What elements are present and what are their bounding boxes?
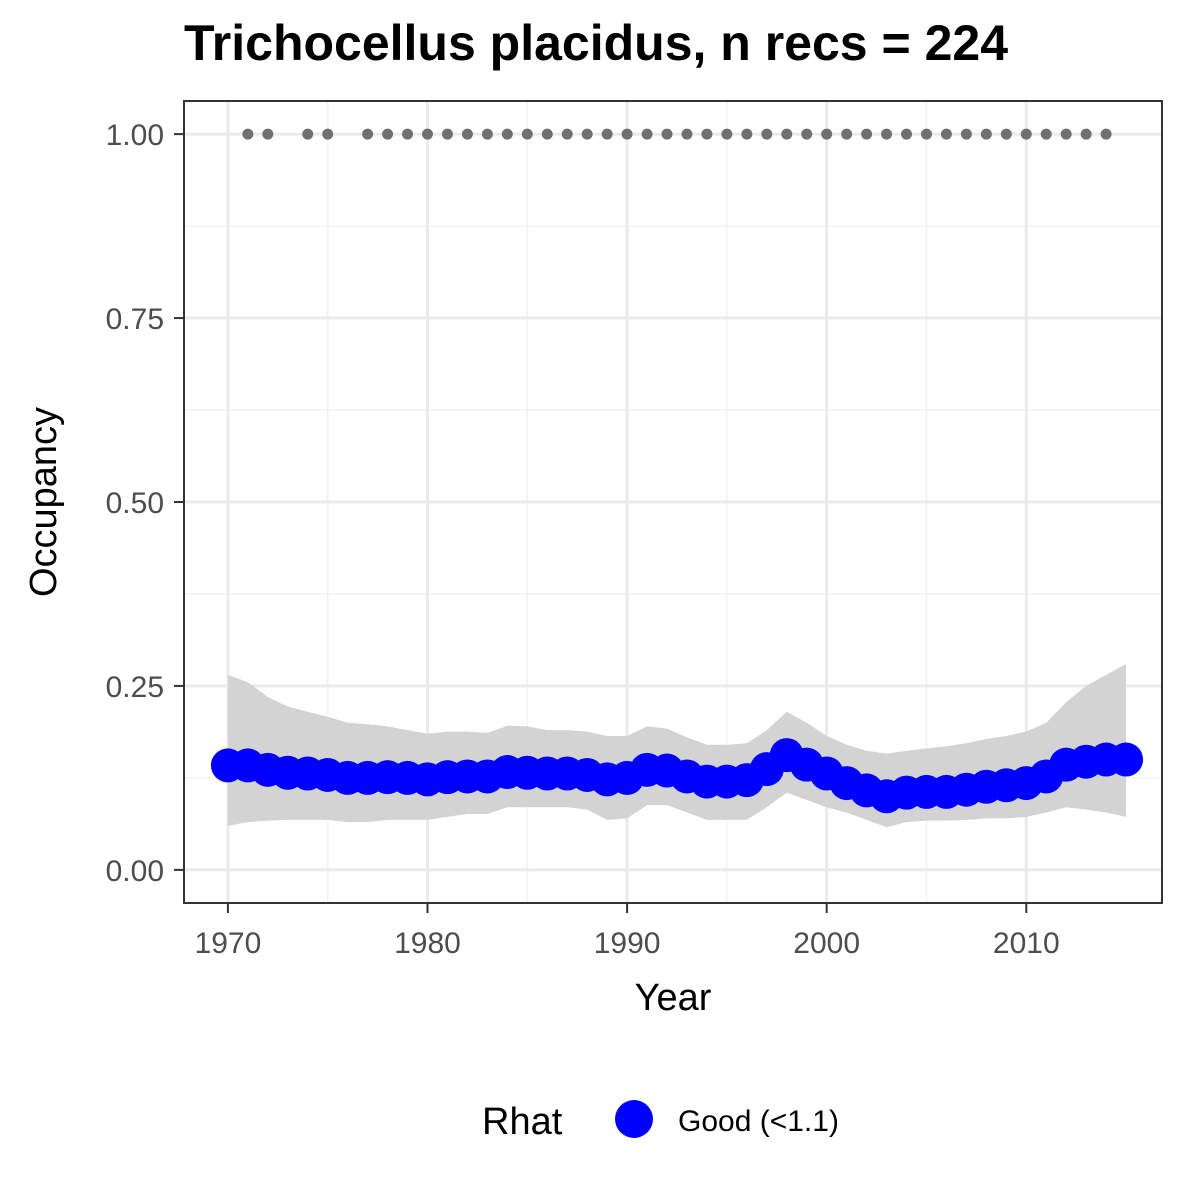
record-year-point xyxy=(721,128,733,140)
record-year-point xyxy=(262,128,274,140)
record-year-point xyxy=(841,128,853,140)
x-tick-label: 1990 xyxy=(594,927,661,960)
record-year-point xyxy=(521,128,533,140)
x-tick-label: 1980 xyxy=(394,927,461,960)
record-year-point xyxy=(382,128,394,140)
record-year-point xyxy=(980,128,992,140)
y-tick-label: 0.25 xyxy=(106,671,164,704)
occupancy-point xyxy=(1109,742,1144,777)
record-year-point xyxy=(741,128,753,140)
record-year-point xyxy=(422,128,434,140)
x-tick-label: 2010 xyxy=(993,927,1060,960)
record-year-point xyxy=(561,128,573,140)
record-year-point xyxy=(302,128,314,140)
record-year-point xyxy=(641,128,653,140)
record-year-point xyxy=(1060,128,1072,140)
legend-title: Rhat xyxy=(482,1101,563,1143)
record-year-point xyxy=(681,128,693,140)
x-tick-label: 1970 xyxy=(195,927,262,960)
chart-title: Trichocellus placidus, n recs = 224 xyxy=(184,15,1008,71)
legend-key-good xyxy=(615,1100,653,1138)
legend-label-good: Good (<1.1) xyxy=(678,1105,839,1138)
record-year-point xyxy=(242,128,254,140)
record-year-point xyxy=(1040,128,1052,140)
record-year-point xyxy=(1000,128,1012,140)
y-tick-label: 0.75 xyxy=(106,303,164,336)
record-year-point xyxy=(481,128,493,140)
record-year-point xyxy=(861,128,873,140)
record-year-point xyxy=(581,128,593,140)
record-year-point xyxy=(960,128,972,140)
y-tick-label: 0.00 xyxy=(106,855,164,888)
record-year-point xyxy=(940,128,952,140)
record-year-point xyxy=(701,128,713,140)
record-year-point xyxy=(761,128,773,140)
record-year-point xyxy=(461,128,473,140)
record-year-point xyxy=(661,128,673,140)
record-year-point xyxy=(781,128,793,140)
legend: Rhat Good (<1.1) xyxy=(482,1100,839,1143)
record-year-point xyxy=(920,128,932,140)
record-year-point xyxy=(901,128,913,140)
occupancy-series-layer xyxy=(210,738,1144,814)
record-year-point xyxy=(1080,128,1092,140)
x-tick-label: 2000 xyxy=(793,927,860,960)
x-axis-title: Year xyxy=(635,977,712,1019)
y-tick-label: 0.50 xyxy=(106,487,164,520)
record-year-point xyxy=(801,128,813,140)
record-year-point xyxy=(402,128,414,140)
record-year-point xyxy=(322,128,334,140)
record-year-point xyxy=(541,128,553,140)
axis-layer: 1970 1980 1990 2000 2010 0.00 0.25 0.50 0.75 1.00 xyxy=(106,119,1060,960)
record-year-point xyxy=(601,128,613,140)
record-year-point xyxy=(1020,128,1032,140)
record-year-point xyxy=(821,128,833,140)
record-year-point xyxy=(1100,128,1112,140)
record-year-point xyxy=(362,128,374,140)
record-year-point xyxy=(501,128,513,140)
y-tick-label: 1.00 xyxy=(106,119,164,152)
records-layer xyxy=(242,128,1112,140)
record-year-point xyxy=(621,128,633,140)
record-year-point xyxy=(881,128,893,140)
y-axis-title: Occupancy xyxy=(23,407,65,597)
record-year-point xyxy=(441,128,453,140)
